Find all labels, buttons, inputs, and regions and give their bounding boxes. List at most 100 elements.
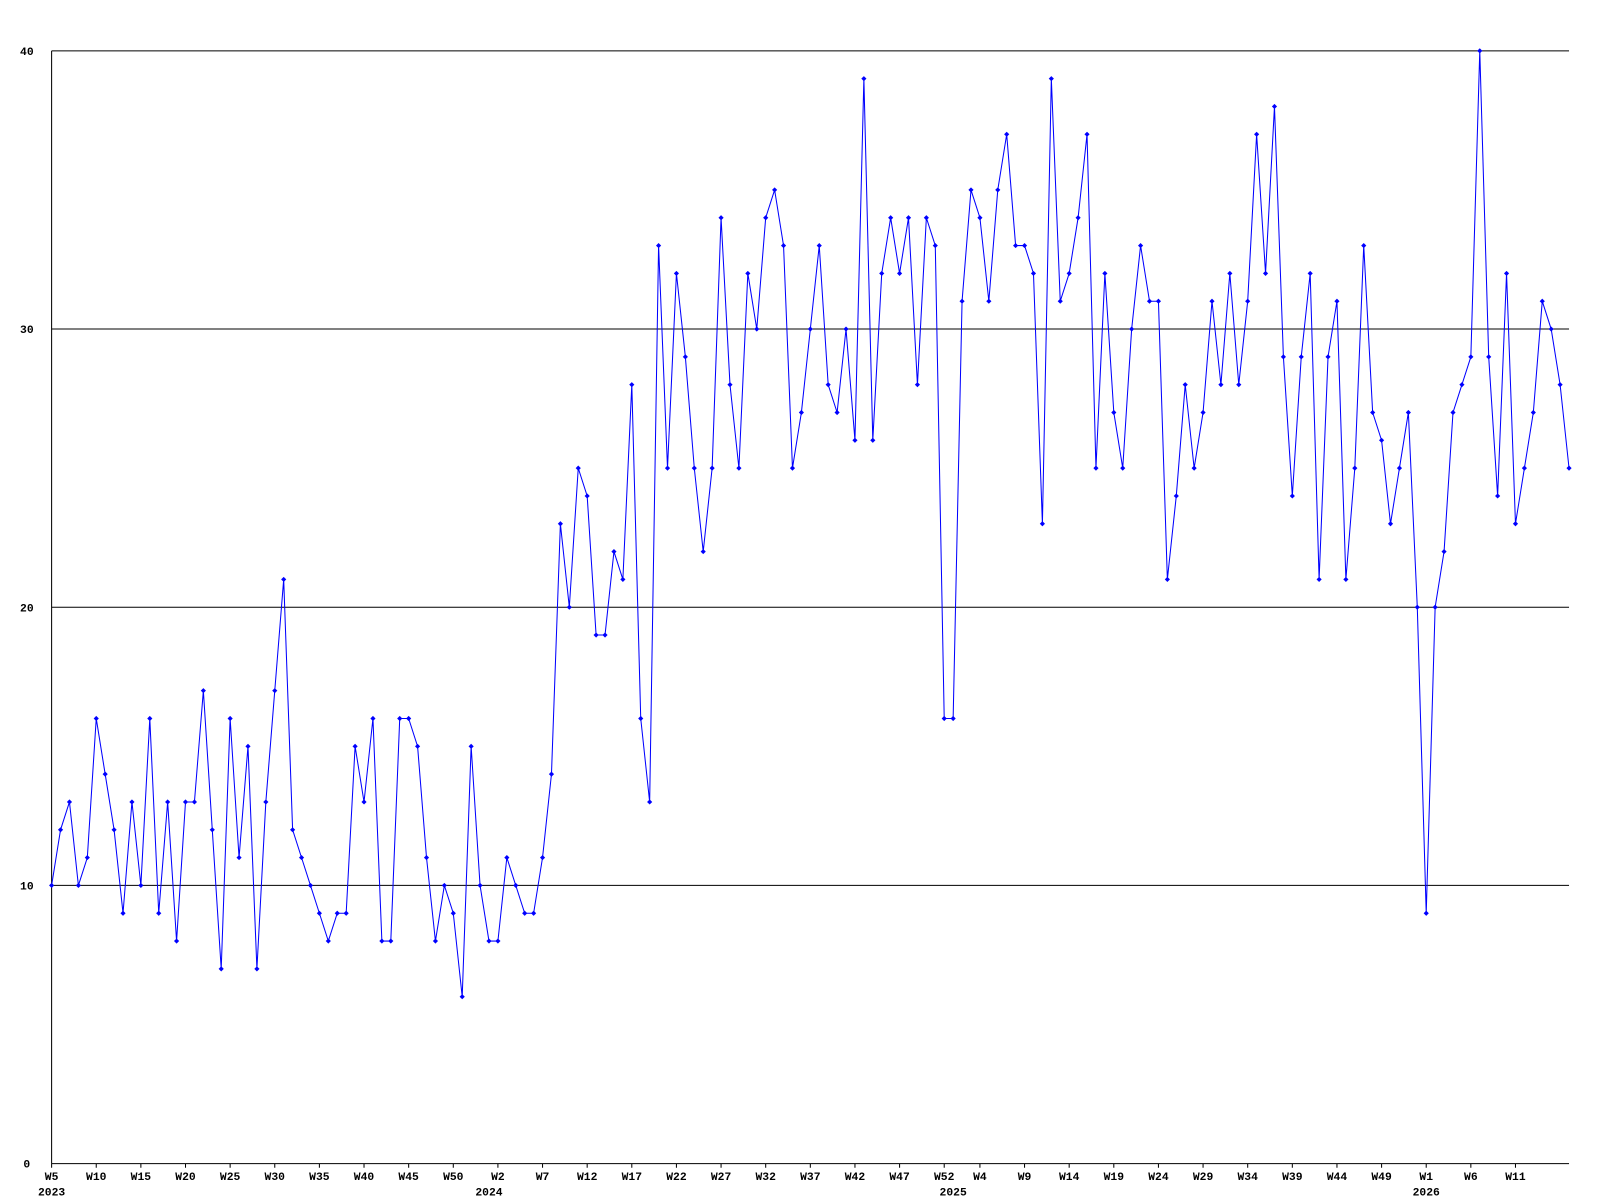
point: [156, 910, 162, 916]
point: [1379, 437, 1385, 443]
point: [807, 326, 813, 332]
point: [111, 827, 117, 833]
x-tick-label: W19: [1104, 1172, 1125, 1184]
point: [1459, 382, 1465, 388]
y-tick-label: 0: [23, 1160, 30, 1172]
point: [495, 938, 501, 944]
point: [1048, 76, 1054, 82]
point: [566, 604, 572, 610]
point: [1236, 382, 1242, 388]
x-tick-label: W39: [1282, 1172, 1303, 1184]
point: [825, 382, 831, 388]
point: [129, 799, 135, 805]
point: [941, 715, 947, 722]
x-tick-label: W20: [175, 1172, 196, 1184]
point: [1325, 354, 1331, 360]
point: [852, 437, 858, 443]
point: [147, 715, 153, 722]
point: [986, 298, 992, 304]
point: [522, 910, 528, 916]
point: [182, 799, 189, 805]
point: [718, 215, 724, 221]
point: [584, 493, 590, 499]
point: [379, 938, 385, 944]
point: [763, 215, 769, 221]
point: [977, 215, 983, 221]
x-tick-label: W7: [536, 1172, 550, 1184]
point: [629, 382, 635, 388]
point: [1182, 382, 1188, 388]
point: [1486, 354, 1492, 360]
point: [1370, 409, 1376, 416]
point: [245, 743, 251, 749]
point: [1138, 242, 1144, 249]
point: [1566, 465, 1572, 471]
point: [593, 632, 599, 638]
point: [531, 910, 537, 916]
point: [575, 465, 581, 471]
point: [102, 771, 108, 777]
point: [834, 409, 840, 416]
point: [557, 521, 563, 527]
point: [673, 270, 680, 276]
x-tick-label: W52: [934, 1172, 955, 1184]
point: [1477, 48, 1483, 54]
point: [995, 187, 1001, 193]
point: [450, 910, 456, 916]
point: [1289, 493, 1295, 499]
x-tick-label: W49: [1371, 1172, 1392, 1184]
point: [914, 382, 921, 388]
point: [325, 938, 331, 944]
point: [504, 855, 510, 861]
point: [1039, 521, 1045, 527]
point: [1191, 465, 1197, 471]
point: [1120, 465, 1126, 471]
point: [1057, 298, 1063, 304]
point: [789, 465, 796, 471]
point: [165, 799, 171, 805]
point: [1405, 409, 1411, 416]
point: [370, 715, 376, 722]
x-tick-label: W42: [845, 1172, 866, 1184]
point: [459, 994, 465, 1000]
point: [1468, 354, 1474, 360]
point: [441, 882, 447, 888]
point: [414, 743, 421, 749]
x-tick-label: W17: [622, 1172, 643, 1184]
point: [897, 270, 903, 276]
x-tick-label: W6: [1464, 1172, 1478, 1184]
y-tick-label: 20: [20, 603, 34, 615]
x-tick-label: W30: [265, 1172, 286, 1184]
point: [49, 882, 55, 888]
x-tick-label: W2: [491, 1172, 505, 1184]
point: [1414, 604, 1420, 610]
point: [281, 576, 287, 582]
point: [75, 882, 81, 888]
point: [611, 549, 617, 555]
point: [1271, 103, 1278, 110]
x-tick-label: W22: [666, 1172, 687, 1184]
x-tick-label: W40: [354, 1172, 375, 1184]
point: [423, 855, 430, 861]
x-tick-label: W34: [1237, 1172, 1258, 1184]
point: [209, 827, 215, 833]
point: [1262, 270, 1269, 276]
point: [1307, 270, 1313, 276]
point: [1316, 576, 1322, 582]
point: [361, 799, 367, 805]
point: [620, 576, 626, 582]
point: [888, 215, 894, 221]
x-tick-label: W32: [755, 1172, 776, 1184]
x-tick-label: W50: [443, 1172, 464, 1184]
point: [727, 382, 733, 388]
point: [691, 465, 697, 471]
point: [1361, 242, 1367, 249]
point: [1432, 604, 1438, 610]
point: [1298, 354, 1304, 360]
point: [343, 910, 349, 916]
x-tick-label: W15: [131, 1172, 152, 1184]
point: [1280, 354, 1286, 360]
point: [923, 215, 929, 221]
